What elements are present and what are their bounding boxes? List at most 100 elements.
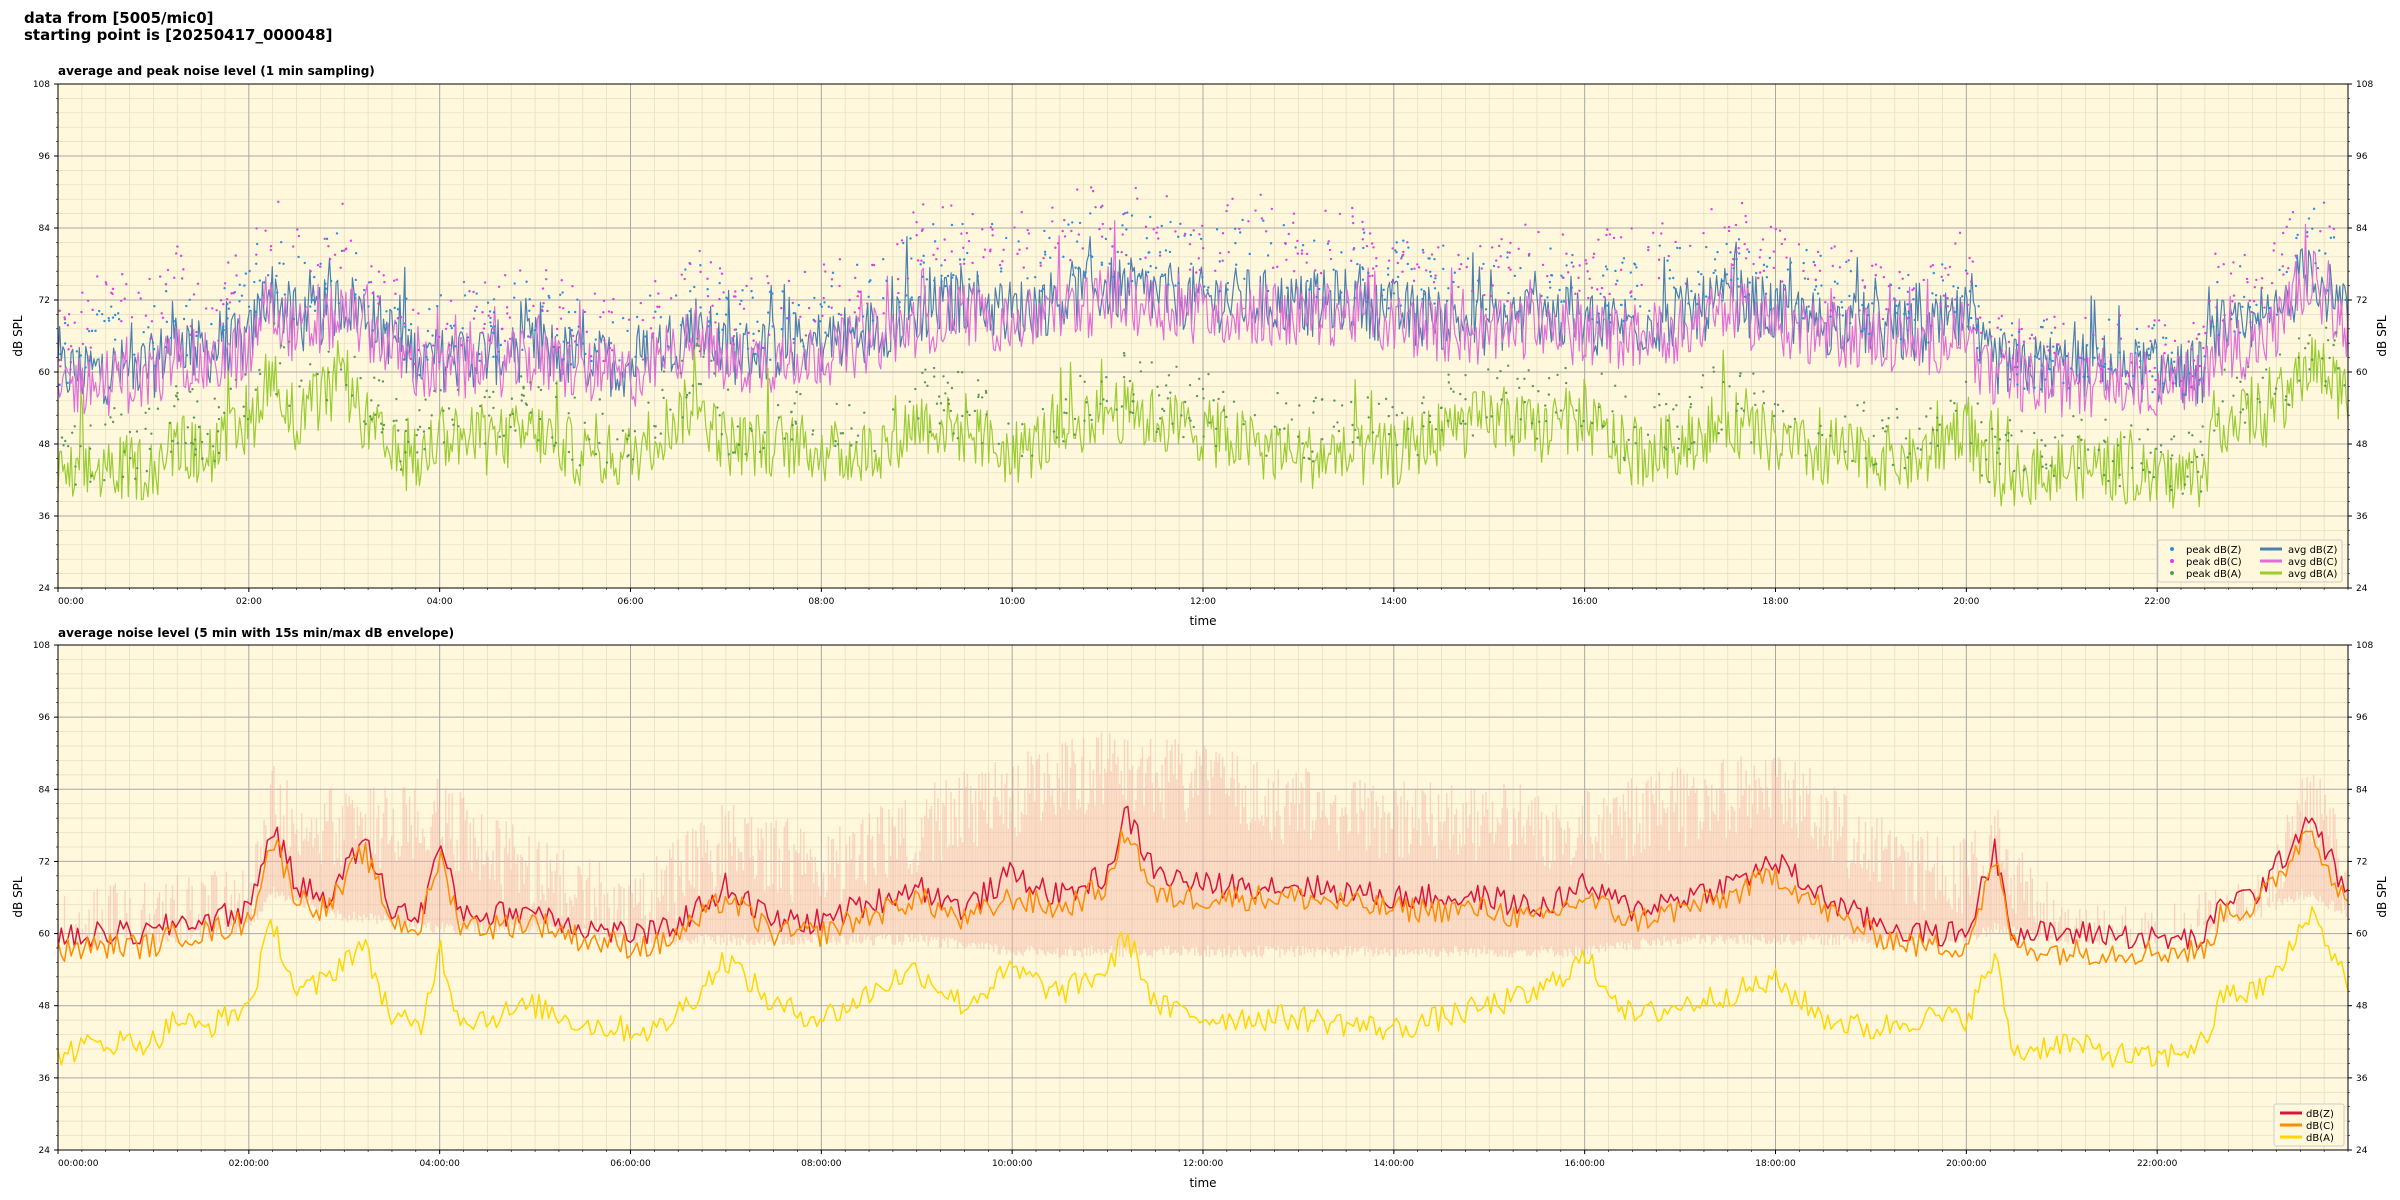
peak-point <box>1218 260 1221 263</box>
y-tick-label-left: 60 <box>39 930 51 940</box>
peak-point <box>1039 264 1042 267</box>
peak-point <box>475 305 478 309</box>
peak-point <box>2048 367 2052 371</box>
peak-point <box>768 290 772 294</box>
peak-point <box>2010 322 2014 325</box>
peak-point <box>1351 215 1354 218</box>
peak-point <box>1882 275 1886 279</box>
peak-point <box>1748 281 1751 284</box>
peak-point <box>354 278 357 282</box>
peak-point <box>2191 374 2195 378</box>
peak-point <box>449 324 452 328</box>
peak-point <box>2333 339 2336 342</box>
peak-point <box>2243 421 2247 424</box>
peak-point <box>256 242 259 246</box>
peak-point <box>1077 267 1080 270</box>
peak-point <box>1156 385 1159 389</box>
y-tick-label-right: 72 <box>2356 296 2367 306</box>
peak-point <box>1182 435 1185 439</box>
peak-point <box>2084 316 2087 320</box>
peak-point <box>1565 252 1568 255</box>
peak-point <box>783 437 786 440</box>
peak-point <box>173 320 177 323</box>
peak-point <box>2230 318 2233 321</box>
peak-point <box>1597 312 1600 315</box>
peak-point <box>1371 274 1374 277</box>
peak-point <box>1887 417 1890 420</box>
peak-point <box>425 345 429 349</box>
peak-point <box>150 432 153 435</box>
peak-point <box>238 283 241 287</box>
peak-point <box>217 339 220 342</box>
legend-label-avg-a: avg dB(A) <box>2288 569 2338 580</box>
y-tick-label-left: 48 <box>39 440 51 450</box>
peak-point <box>803 270 807 274</box>
peak-point <box>838 284 841 288</box>
peak-point <box>634 355 637 359</box>
peak-point <box>499 343 502 347</box>
peak-point <box>1604 265 1608 268</box>
peak-point <box>1697 270 1700 274</box>
peak-point <box>1305 252 1309 256</box>
peak-point <box>871 263 875 267</box>
peak-point <box>2209 320 2212 323</box>
peak-point <box>1406 241 1409 244</box>
peak-point <box>2131 374 2135 378</box>
peak-point <box>1727 229 1731 233</box>
peak-point <box>732 295 736 298</box>
peak-point <box>2017 330 2021 334</box>
peak-point <box>2037 357 2041 361</box>
peak-point <box>1062 440 1065 443</box>
peak-point <box>2123 435 2126 439</box>
peak-point <box>746 347 750 350</box>
peak-point <box>866 302 869 305</box>
peak-point <box>1849 270 1853 273</box>
peak-point <box>1076 188 1079 191</box>
peak-point <box>683 277 686 281</box>
peak-point <box>1332 268 1335 271</box>
y-tick-label-right: 96 <box>2356 152 2368 162</box>
peak-point <box>1273 425 1276 428</box>
peak-point <box>325 304 328 308</box>
peak-point <box>1507 266 1511 269</box>
peak-point <box>794 422 798 425</box>
peak-point <box>2243 253 2246 257</box>
peak-point <box>835 402 838 406</box>
peak-point <box>1744 257 1748 260</box>
peak-point <box>1804 454 1807 457</box>
peak-point <box>219 322 222 325</box>
peak-point <box>1167 374 1171 377</box>
peak-point <box>1242 423 1245 426</box>
peak-point <box>1789 261 1793 264</box>
peak-point <box>1895 407 1898 411</box>
peak-point <box>548 296 551 299</box>
peak-point <box>2190 348 2194 351</box>
peak-point <box>1585 262 1588 265</box>
peak-point <box>1421 297 1424 301</box>
peak-point <box>2238 265 2242 268</box>
peak-point <box>1690 289 1693 293</box>
peak-point <box>627 318 631 321</box>
peak-point <box>2314 262 2317 265</box>
peak-point <box>1948 265 1952 269</box>
peak-point <box>1497 244 1501 248</box>
peak-point <box>349 239 353 242</box>
peak-point <box>978 289 981 293</box>
peak-point <box>1101 222 1105 226</box>
peak-point <box>1089 212 1092 215</box>
y-tick-label-left: 60 <box>39 368 51 378</box>
peak-point <box>298 385 301 388</box>
peak-point <box>2147 354 2151 357</box>
peak-point <box>1871 264 1874 267</box>
peak-point <box>238 300 241 303</box>
peak-point <box>2296 233 2299 237</box>
peak-point <box>426 329 430 333</box>
peak-point <box>2022 340 2026 343</box>
peak-point <box>720 272 724 275</box>
peak-point <box>2159 450 2163 454</box>
peak-point <box>980 442 984 445</box>
peak-point <box>839 432 843 435</box>
peak-point <box>292 245 295 248</box>
peak-point <box>2011 357 2015 360</box>
peak-point <box>577 325 580 328</box>
